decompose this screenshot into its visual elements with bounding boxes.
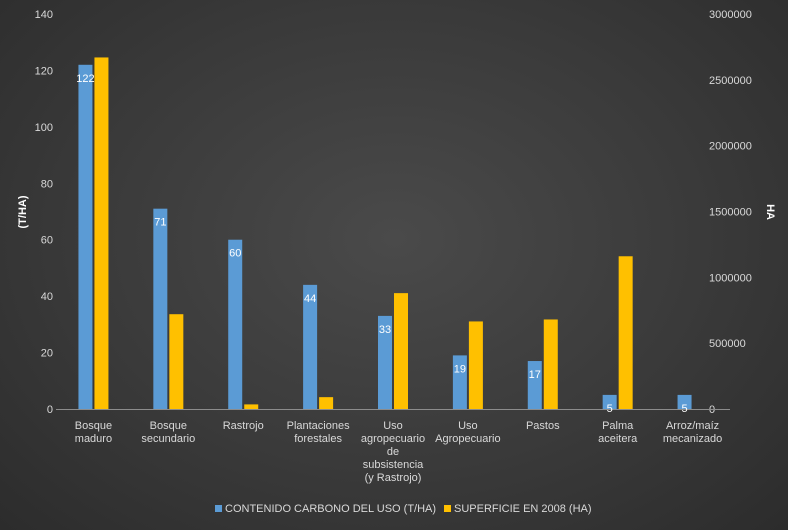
bar-surface (244, 404, 259, 409)
category-label: de (387, 446, 399, 458)
y-right-tick-label: 1500000 (709, 207, 752, 219)
data-label-carbon: 5 (681, 403, 687, 415)
category-label: Pastos (526, 420, 560, 432)
bar-carbon (677, 394, 692, 409)
y-right-tick-label: 500000 (709, 338, 746, 350)
bar-surface (169, 314, 184, 409)
bar-carbon (378, 315, 392, 409)
y-left-tick-label: 140 (35, 9, 53, 21)
category-label: (y Rastrojo) (365, 472, 422, 484)
category-label: maduro (75, 433, 112, 445)
data-label-carbon: 122 (76, 73, 94, 85)
bar-surface (319, 397, 334, 409)
bar-carbon (228, 239, 243, 409)
legend-swatch-surface (444, 505, 451, 512)
y-left-tick-label: 80 (41, 178, 53, 190)
data-label-carbon: 17 (529, 369, 541, 381)
category-label: Agropecuario (435, 433, 500, 445)
category-label: Arroz/maíz (666, 420, 719, 432)
bar-surface (94, 57, 109, 409)
y-right-tick-label: 2500000 (709, 75, 752, 87)
category-label: Uso (383, 420, 403, 432)
bar-surface (468, 321, 483, 409)
y-right-tick-label: 2000000 (709, 141, 752, 153)
bar-surface (618, 256, 633, 409)
category-label: Uso (458, 420, 478, 432)
y-left-tick-label: 100 (35, 122, 53, 134)
bar-carbon (452, 355, 467, 409)
bar-carbon (153, 208, 168, 409)
y-axis-left-title: (T/HA) (17, 195, 29, 228)
data-label-carbon: 19 (454, 363, 466, 375)
category-label: Palma (602, 420, 634, 432)
bar-carbon (527, 361, 542, 409)
legend: CONTENIDO CARBONO DEL USO (T/HA) SUPERFI… (215, 503, 592, 515)
category-label: forestales (294, 433, 342, 445)
y-axis-right-title: HA (764, 204, 776, 220)
category-label: agropecuario (361, 433, 425, 445)
bar-carbon (303, 284, 318, 409)
y-right-tick-label: 1000000 (709, 272, 752, 284)
legend-label-carbon: CONTENIDO CARBONO DEL USO (T/HA) (225, 503, 436, 515)
legend-swatch-carbon (215, 505, 222, 512)
data-label-carbon: 5 (607, 403, 613, 415)
y-right-tick-label: 3000000 (709, 9, 752, 21)
category-label: subsistencia (363, 459, 424, 471)
bar-surface (543, 319, 558, 409)
y-left-tick-label: 0 (47, 404, 53, 416)
y-left-tick-label: 60 (41, 235, 53, 247)
category-label: mecanizado (663, 433, 722, 445)
data-labels: 122 71 60 44 33 19 17 5 5 (76, 73, 687, 415)
data-label-carbon: 71 (154, 217, 166, 229)
category-label: Plantaciones (287, 420, 350, 432)
category-label: Bosque (75, 420, 112, 432)
data-label-carbon: 44 (304, 293, 316, 305)
right-axis-ticks: 0500000100000015000002000000250000030000… (709, 9, 752, 416)
bar-surface (394, 293, 408, 409)
bar-carbon (602, 394, 617, 409)
bar-carbon (78, 64, 93, 410)
legend-label-surface: SUPERFICIE EN 2008 (HA) (454, 503, 592, 515)
left-axis-ticks: 0 20 40 60 80 100 120 140 (35, 9, 53, 416)
y-left-tick-label: 20 (41, 348, 53, 360)
y-left-tick-label: 120 (35, 65, 53, 77)
data-label-carbon: 33 (379, 324, 391, 336)
y-left-tick-label: 40 (41, 291, 53, 303)
category-label: secundario (141, 433, 195, 445)
category-label: aceitera (598, 433, 638, 445)
category-label: Rastrojo (223, 420, 264, 432)
bars (78, 57, 692, 410)
category-label: Bosque (150, 420, 187, 432)
data-label-carbon: 60 (229, 248, 241, 260)
